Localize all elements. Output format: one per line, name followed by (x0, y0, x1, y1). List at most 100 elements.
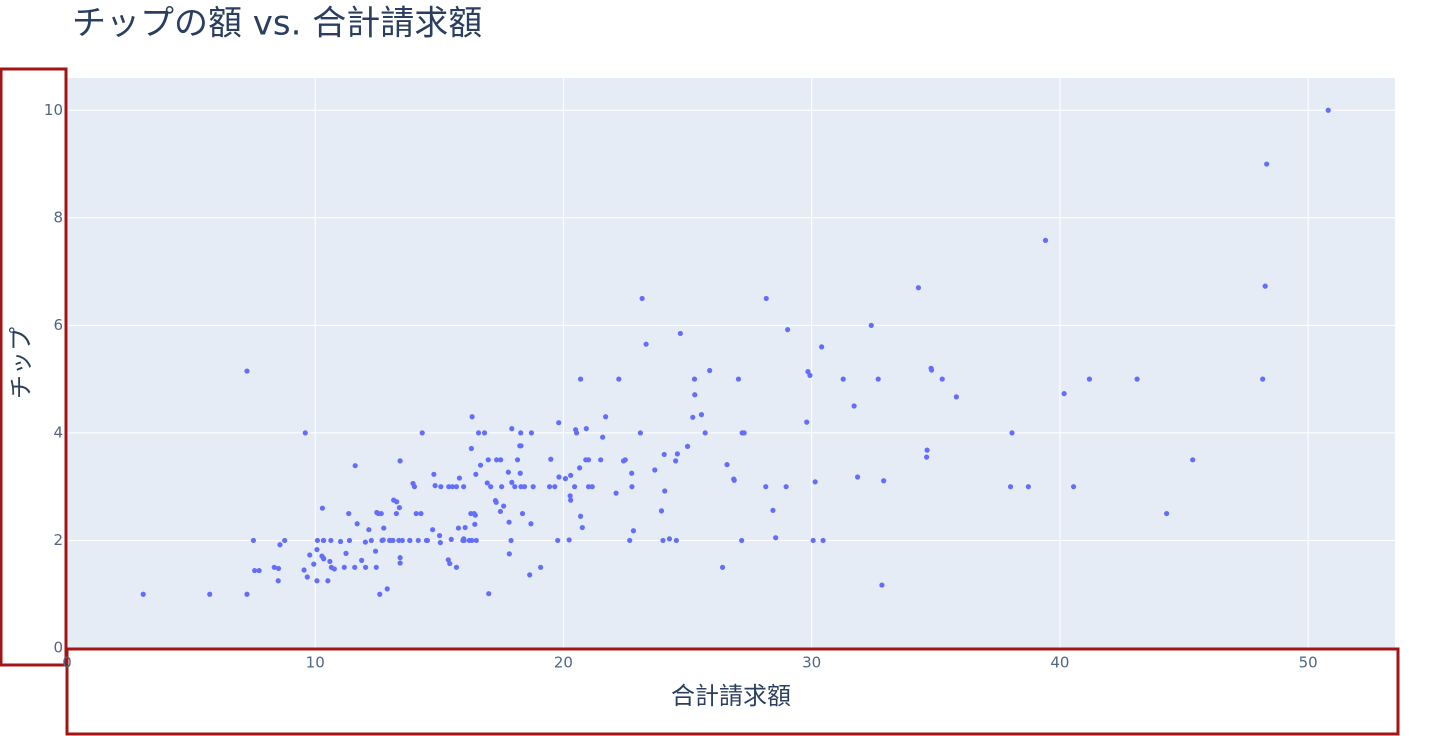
point (512, 484, 518, 490)
point (407, 537, 413, 544)
point (572, 484, 578, 490)
point (519, 510, 526, 517)
x-tick-label: 20 (554, 654, 573, 672)
point (538, 564, 544, 570)
highlight-box (65, 647, 1400, 736)
point (378, 510, 384, 517)
point (528, 430, 535, 436)
point (397, 458, 403, 464)
marks (140, 107, 1331, 597)
point (485, 457, 491, 463)
point (629, 484, 635, 490)
point (518, 430, 524, 436)
point (939, 376, 945, 382)
point (506, 519, 512, 525)
point (393, 510, 399, 517)
point (928, 367, 935, 373)
y-tick-label: 4 (53, 423, 63, 441)
plot-area (67, 78, 1395, 648)
point (397, 560, 403, 566)
point (812, 479, 818, 485)
point (854, 474, 861, 480)
point (508, 537, 514, 544)
point (804, 419, 810, 425)
point (579, 524, 585, 531)
point (484, 480, 490, 486)
point (394, 499, 400, 505)
point (277, 542, 283, 548)
point (374, 509, 380, 516)
point (690, 414, 696, 420)
point (377, 591, 383, 597)
point (698, 412, 705, 418)
point (250, 537, 257, 544)
point (488, 484, 494, 490)
point (399, 537, 405, 544)
point (461, 484, 467, 490)
y-tick-label: 10 (44, 101, 63, 119)
point (307, 552, 313, 558)
point (556, 474, 562, 480)
point (598, 457, 604, 463)
point (784, 327, 791, 333)
point (337, 538, 344, 545)
point (924, 454, 930, 460)
point (207, 591, 213, 597)
point (639, 295, 645, 302)
point (629, 470, 635, 476)
point (577, 376, 584, 382)
x-axis-label: 合計請求額 (671, 682, 791, 710)
point (585, 484, 592, 490)
point (475, 430, 482, 436)
point (314, 578, 320, 584)
point (140, 591, 146, 597)
chart-title: チップの額 vs. 合計請求額 (72, 4, 482, 44)
point (509, 426, 515, 432)
point (773, 535, 779, 541)
point (567, 493, 573, 499)
point (1009, 430, 1015, 436)
point (673, 458, 679, 464)
point (497, 508, 503, 515)
point (419, 430, 425, 436)
point (448, 536, 454, 542)
point (556, 420, 562, 426)
point (311, 561, 317, 567)
point (431, 471, 437, 477)
x-tick-label: 0 (62, 654, 72, 672)
point (643, 341, 649, 347)
point (363, 564, 369, 570)
point (469, 414, 475, 420)
point (437, 540, 443, 546)
point (684, 443, 691, 449)
point (413, 510, 419, 517)
point (492, 498, 499, 504)
point (456, 475, 463, 481)
point (518, 484, 524, 490)
point (652, 467, 658, 473)
point (576, 465, 583, 471)
point (666, 536, 673, 542)
point (352, 463, 358, 469)
point (661, 451, 667, 458)
point (673, 537, 679, 544)
point (372, 548, 379, 554)
point (731, 476, 737, 482)
y-axis-label: チップ (7, 327, 35, 399)
point (691, 376, 698, 382)
point (486, 591, 492, 597)
point (677, 330, 683, 337)
point (810, 537, 816, 544)
point (461, 537, 467, 544)
point (438, 484, 444, 490)
point (783, 484, 789, 490)
x-tick-label: 50 (1299, 654, 1318, 672)
point (739, 537, 745, 544)
point (314, 546, 320, 553)
point (501, 503, 507, 509)
point (1086, 376, 1093, 382)
point (1262, 283, 1268, 289)
point (530, 484, 536, 490)
point (506, 551, 512, 557)
